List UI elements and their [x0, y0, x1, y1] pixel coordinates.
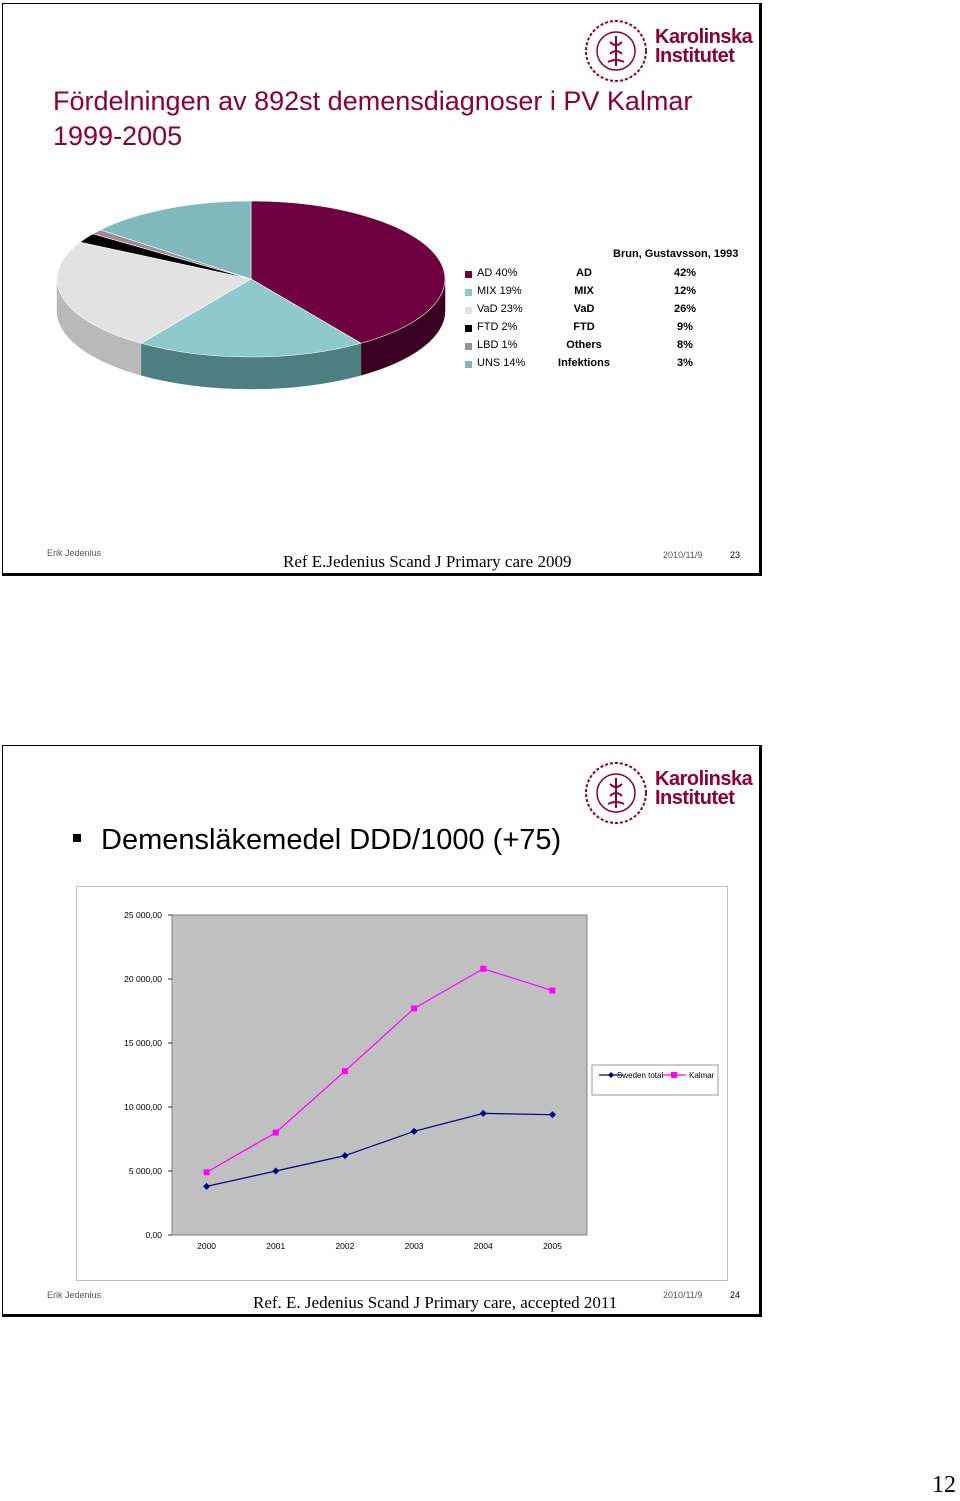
slide-title: Fördelningen av 892st demensdiagnoser i …: [53, 86, 693, 151]
data-point-marker: [549, 987, 556, 994]
legend-row: AD 40% AD 42%: [465, 267, 755, 285]
legend-marker: [671, 1072, 677, 1078]
slide-number: 24: [730, 1290, 741, 1300]
y-tick-label: 5 000,00: [129, 1166, 162, 1176]
pie-chart-3d: [56, 200, 446, 390]
series-line-sweden-total: [206, 1112, 553, 1187]
data-point-marker: [203, 1169, 210, 1176]
legend-swatch: [465, 361, 472, 368]
legend-label: FTD 2%: [477, 321, 518, 333]
logo-line1: Karolinska: [655, 768, 753, 790]
legend-label: Sweden total: [617, 1071, 663, 1080]
slide-number: 23: [730, 550, 741, 560]
comparison-category: AD: [576, 267, 592, 279]
karolinska-logo: Karolinska Institutet: [583, 18, 753, 84]
chart-legend: Sweden total Kalmar: [591, 1064, 719, 1096]
legend-label: UNS 14%: [477, 357, 526, 369]
series-line-kalmar: [206, 968, 553, 1173]
y-tick-label: 15 000,00: [124, 1038, 162, 1048]
footer-reference: Ref E.Jedenius Scand J Primary care 2009: [283, 552, 572, 571]
comparison-category: MIX: [574, 285, 594, 297]
logo-line2: Institutet: [655, 787, 735, 809]
legend-swatch: [465, 271, 472, 278]
source-header: Brun, Gustavsson, 1993: [613, 248, 739, 260]
legend-row: FTD 2% FTD 9%: [465, 321, 755, 339]
pie-slice: [140, 278, 362, 358]
legend-swatch: [465, 343, 472, 350]
legend-swatch: [465, 325, 472, 332]
footer-date: 2010/11/9: [663, 1290, 703, 1300]
logo-line1: Karolinska: [655, 26, 753, 48]
comparison-category: Infektions: [558, 357, 610, 369]
ki-seal-icon: [585, 762, 647, 824]
bullet-square-icon: [73, 834, 81, 842]
footer-date: 2010/11/9: [663, 550, 703, 560]
pie-slice: [99, 200, 252, 280]
pie-slice: [56, 241, 252, 344]
data-point-marker: [341, 1152, 349, 1160]
slide-title: Demensläkemedel DDD/1000 (+75): [101, 824, 562, 856]
line-chart-frame: 0,00 5 000,00 10 000,00 15 000,00 20 000,00 2…: [76, 886, 728, 1281]
ki-seal-icon: [585, 20, 647, 82]
logo-line2: Institutet: [655, 45, 735, 67]
legend-label: VaD 23%: [477, 303, 523, 315]
legend-row: LBD 1% Others 8%: [465, 339, 755, 357]
legend-marker: [608, 1072, 614, 1078]
legend-swatch: [465, 307, 472, 314]
x-tick-label: 2004: [474, 1241, 493, 1251]
legend-row: MIX 19% MIX 12%: [465, 285, 755, 303]
comparison-percent: 12%: [673, 285, 697, 297]
x-tick-label: 2003: [405, 1241, 424, 1251]
footer-author: Erik Jedenius: [47, 548, 102, 558]
comparison-percent: 26%: [673, 303, 697, 315]
footer-reference: Ref. E. Jedenius Scand J Primary care, a…: [253, 1293, 618, 1312]
legend-label: Kalmar: [689, 1071, 715, 1080]
legend-row: UNS 14% Infektions 3%: [465, 357, 755, 375]
data-point-marker: [272, 1167, 280, 1175]
data-point-marker: [548, 1111, 556, 1119]
y-tick-label: 10 000,00: [124, 1102, 162, 1112]
data-point-marker: [410, 1127, 418, 1135]
slide-23: Karolinska Institutet Fördelningen av 89…: [2, 3, 762, 576]
data-point-marker: [480, 965, 487, 972]
data-point-marker: [411, 1005, 418, 1012]
legend-label: LBD 1%: [477, 339, 518, 351]
comparison-percent: 3%: [677, 357, 693, 369]
footer-author: Erik Jedenius: [47, 1290, 102, 1300]
legend-label: MIX 19%: [477, 285, 522, 297]
y-tick-label: 20 000,00: [124, 974, 162, 984]
x-tick-label: 2002: [335, 1241, 354, 1251]
legend-row: VaD 23% VaD 26%: [465, 303, 755, 321]
x-tick-label: 2000: [197, 1241, 216, 1251]
data-point-marker: [479, 1109, 487, 1117]
comparison-category: VaD: [573, 303, 595, 315]
comparison-percent: 9%: [677, 321, 693, 333]
comparison-percent: 8%: [677, 339, 693, 351]
pie-slice: [250, 200, 446, 344]
x-tick-label: 2001: [266, 1241, 285, 1251]
y-tick-label: 25 000,00: [124, 910, 162, 920]
comparison-category: Others: [566, 339, 602, 351]
plot-area: [171, 914, 588, 1236]
data-point-marker: [203, 1182, 211, 1190]
karolinska-logo: Karolinska Institutet: [583, 760, 753, 826]
y-tick-label: 0,00: [145, 1230, 162, 1240]
x-tick-label: 2005: [543, 1241, 562, 1251]
legend-swatch: [465, 289, 472, 296]
legend-label: AD 40%: [477, 267, 518, 279]
data-point-marker: [341, 1068, 348, 1075]
legend-box: [591, 1064, 719, 1096]
comparison-category: FTD: [573, 321, 595, 333]
line-chart: 0,00 5 000,00 10 000,00 15 000,00 20 000,00 2…: [124, 910, 719, 1251]
comparison-percent: 42%: [673, 267, 697, 279]
slide-24: Karolinska Institutet Demensläkemedel DD…: [2, 745, 762, 1317]
data-point-marker: [272, 1129, 279, 1136]
page-number: 12: [932, 1472, 956, 1498]
